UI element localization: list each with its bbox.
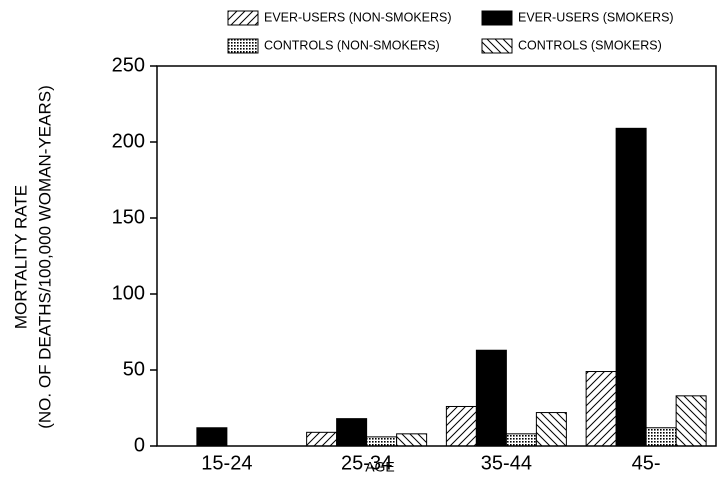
bar (535, 412, 567, 447)
legend-swatch (227, 38, 259, 54)
y-tick-label: 150 (112, 206, 145, 228)
x-tick-label: 25-34 (341, 452, 392, 474)
bar (615, 127, 647, 447)
y-tick-label: 0 (134, 434, 145, 456)
legend-swatch (481, 38, 513, 54)
y-tick-label: 50 (123, 358, 145, 380)
bar (366, 436, 398, 447)
bar (585, 371, 617, 447)
x-axis-label: AGE (365, 459, 395, 475)
y-axis-label-line: MORTALITY RATE (11, 185, 30, 329)
legend-label: CONTROLS (NON-SMOKERS) (264, 38, 440, 52)
bar (396, 433, 428, 447)
x-tick-label: 15-24 (201, 452, 252, 474)
bar (475, 349, 507, 447)
x-tick-label: 35-44 (481, 452, 532, 474)
legend-swatch (227, 10, 259, 26)
y-tick-label: 250 (112, 54, 145, 76)
y-tick-label: 100 (112, 282, 145, 304)
legend-swatch (481, 10, 513, 26)
bar (505, 433, 537, 447)
bar (336, 418, 368, 447)
y-tick-label: 200 (112, 130, 145, 152)
legend-label: CONTROLS (SMOKERS) (518, 38, 662, 52)
legend-label: EVER-USERS (NON-SMOKERS) (264, 10, 452, 24)
bar (675, 395, 707, 447)
plot-frame (156, 65, 717, 447)
bar (196, 427, 228, 447)
legend-label: EVER-USERS (SMOKERS) (518, 10, 674, 24)
bar (445, 405, 477, 447)
y-axis-label-line: (NO. OF DEATHS/100,000 WOMAN-YEARS) (35, 85, 54, 429)
bar (306, 431, 338, 447)
y-axis-label: MORTALITY RATE (NO. OF DEATHS/100,000 WO… (11, 85, 54, 429)
bar (645, 427, 677, 447)
x-tick-label: 45- (632, 452, 661, 474)
